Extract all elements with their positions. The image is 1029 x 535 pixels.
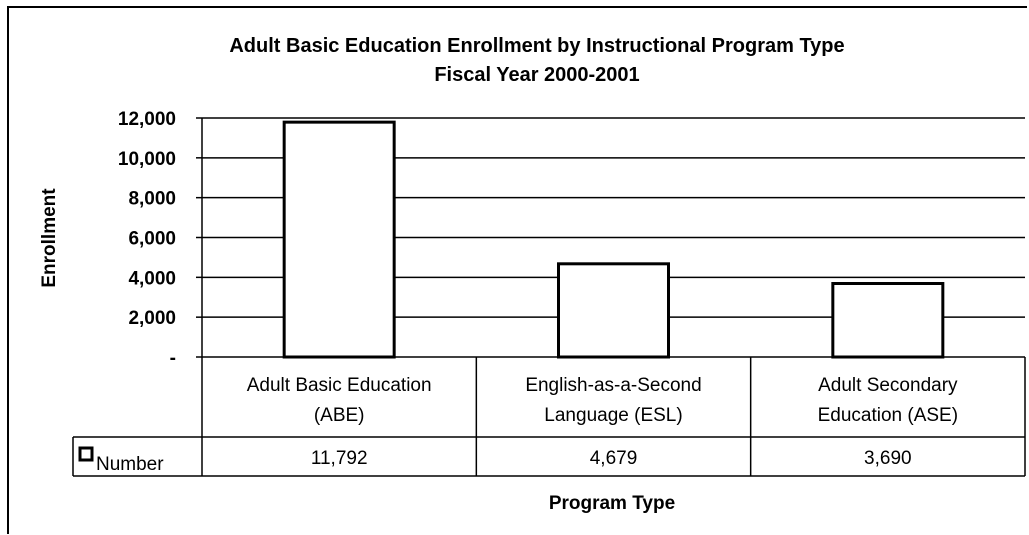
bar	[831, 282, 945, 359]
data-table-value: 11,792	[311, 448, 368, 469]
bar	[557, 262, 670, 359]
bar	[282, 120, 396, 359]
x-category-label: (ABE)	[314, 405, 365, 426]
data-table: Adult Basic Education (ABE) 11,792 English-…	[72, 356, 1026, 477]
legend-swatch	[78, 446, 94, 462]
y-tick-label: 12,000	[118, 109, 176, 130]
x-category-label: English-as-a-Second	[525, 375, 701, 396]
y-tick-label: -	[170, 348, 176, 369]
y-axis-ticks: - 2,000 4,000 6,000 8,000 10,000 12,000	[118, 109, 202, 369]
data-table-value: 3,690	[864, 448, 912, 469]
chart-title: Adult Basic Education Enrollment by Inst…	[229, 35, 844, 57]
x-category-label: Adult Basic Education	[247, 375, 432, 396]
chart-subtitle: Fiscal Year 2000-2001	[434, 64, 639, 86]
data-table-value: 4,679	[590, 448, 638, 469]
y-tick-label: 8,000	[128, 189, 176, 210]
y-tick-label: 10,000	[118, 149, 176, 170]
y-tick-label: 2,000	[128, 308, 176, 329]
legend-label: Number	[96, 454, 164, 475]
x-category-label: Language (ESL)	[544, 405, 682, 426]
y-tick-label: 6,000	[128, 229, 176, 250]
x-category-label: Education (ASE)	[818, 405, 958, 426]
y-axis-title: Enrollment	[39, 188, 60, 288]
bars	[282, 120, 945, 359]
x-category-label: Adult Secondary	[818, 375, 958, 396]
y-tick-label: 4,000	[128, 268, 176, 289]
x-axis-title: Program Type	[549, 493, 675, 514]
chart-frame	[7, 6, 1027, 534]
